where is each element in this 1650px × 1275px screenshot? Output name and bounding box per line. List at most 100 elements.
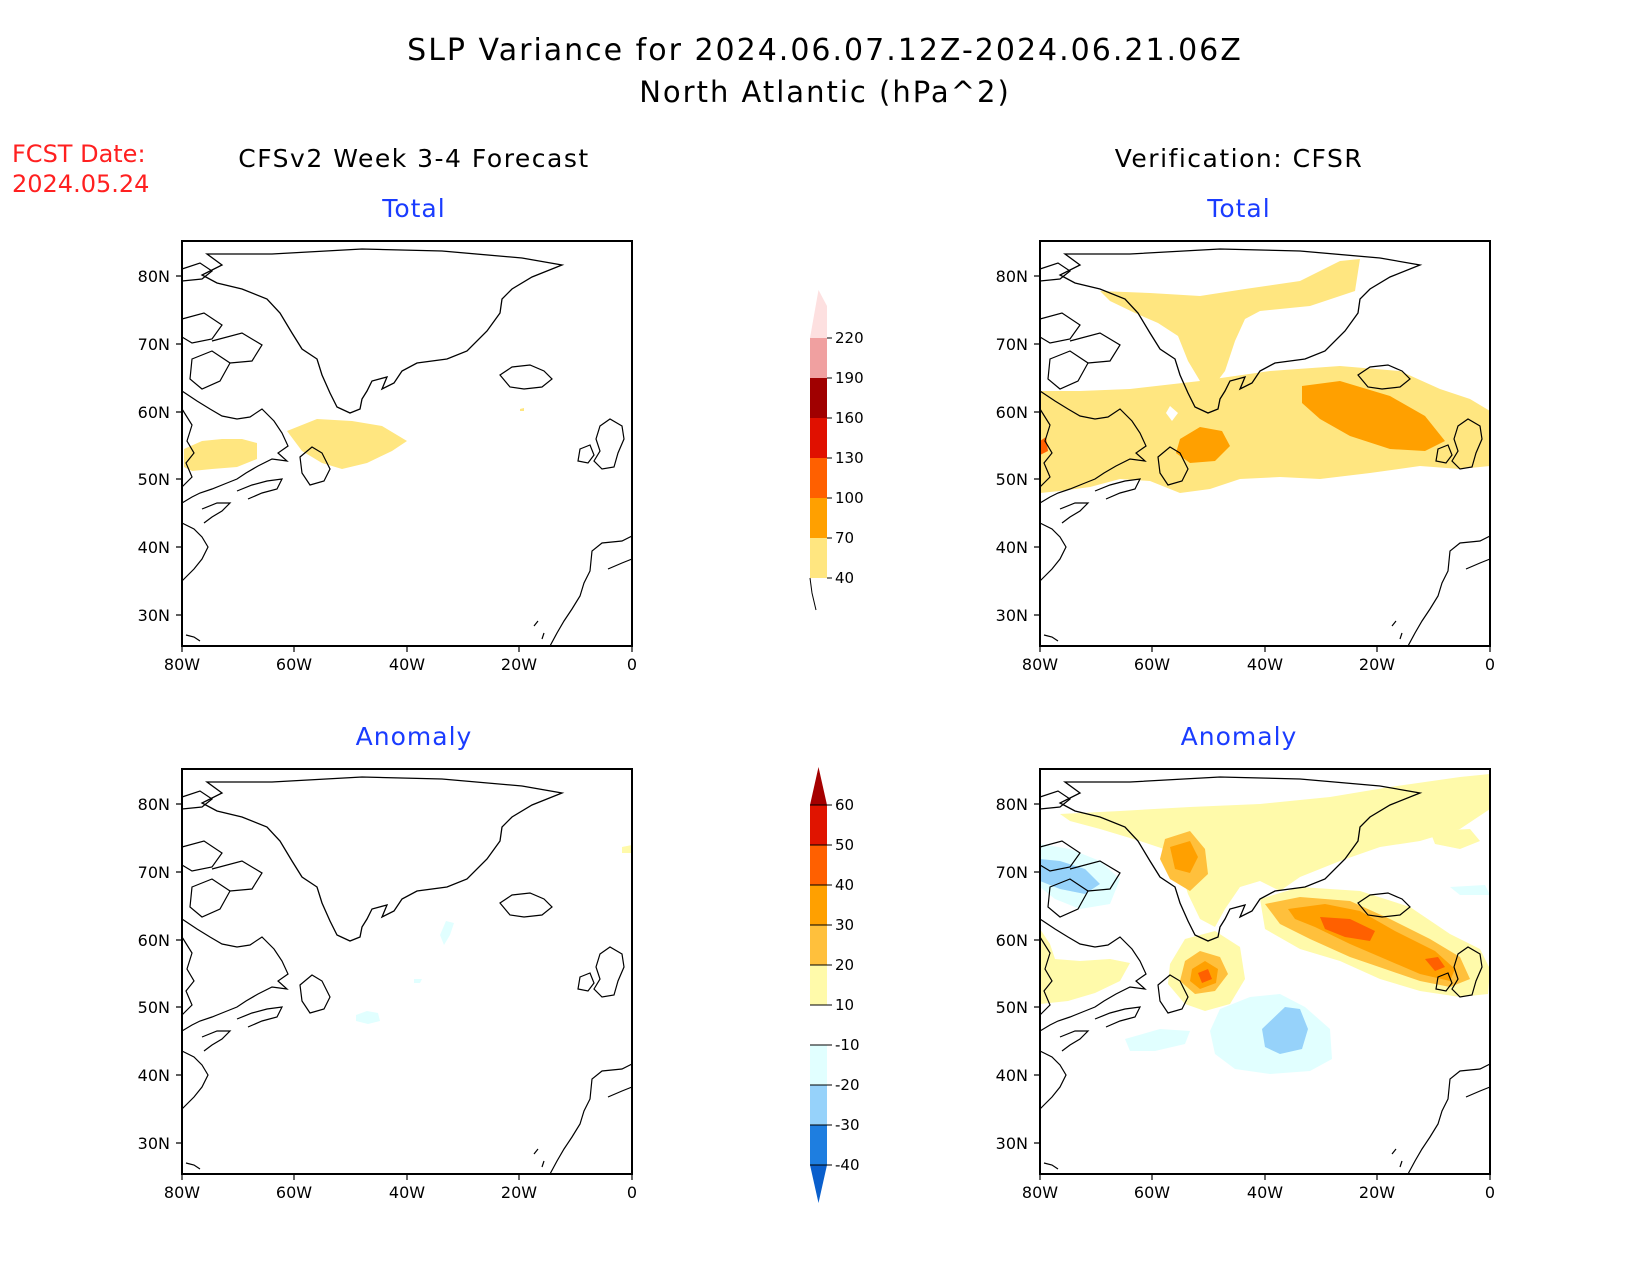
map-verification-anomaly [1039,768,1491,1175]
lon-label: 80W [1022,1183,1058,1202]
lat-label: 30N [996,606,1028,625]
lat-label: 70N [138,863,170,882]
colorbar-tail [809,577,817,611]
panel-title-forecast-total: Total [381,194,445,223]
colorbar-label: 10 [835,996,854,1014]
colorbar-box [810,925,827,965]
lon-labels-verification-anomaly: 80W 60W 40W 20W 0 [1022,1183,1495,1202]
lon-label: 60W [1134,1183,1170,1202]
total-colorbar-labels: 40 70 100 130 160 190 220 [827,329,864,587]
colorbar-label: 30 [835,916,854,934]
lat-label: 30N [996,1134,1028,1153]
lon-labels-verification-total: 80W 60W 40W 20W 0 [1022,655,1495,674]
map-forecast-anomaly [181,768,633,1175]
lat-label: 30N [138,1134,170,1153]
panel-title-verification-total: Total [1206,194,1270,223]
colorbar-box [810,378,827,418]
map-forecast-total [181,240,633,647]
lon-label: 80W [164,1183,200,1202]
lat-label: 40N [996,1066,1028,1085]
anomaly-colorbar-labels: -40 -30 -20 -10 10 20 30 40 50 60 [810,796,860,1174]
lat-label: 50N [996,470,1028,489]
lon-label: 60W [276,1183,312,1202]
lon-label: 60W [276,655,312,674]
colorbar-box [810,498,827,538]
colorbar-label: 190 [835,369,864,387]
anomaly-colorbar-boxes [810,767,827,1203]
total-colorbar: 40 70 100 130 160 190 220 [809,290,864,611]
tick-marks [176,275,1491,1180]
colorbar-box [810,845,827,885]
figure-title-line2: North Atlantic (hPa^2) [639,75,1011,109]
colorbar-label: 40 [835,876,854,894]
colorbar-label: -30 [835,1116,860,1134]
figure-title-line1: SLP Variance for 2024.06.07.12Z-2024.06.… [407,33,1243,68]
colorbar-label: 130 [835,449,864,467]
colorbar-box [810,538,827,578]
lat-label: 50N [138,998,170,1017]
colorbar-box [810,965,827,1005]
colorbar-label: 100 [835,489,864,507]
lon-label: 20W [501,655,537,674]
lon-label: 20W [501,1183,537,1202]
colorbar-label: -20 [835,1076,860,1094]
lat-label: 70N [996,863,1028,882]
colorbar-box [810,1085,827,1125]
lat-label: 70N [996,335,1028,354]
colorbar-box [810,767,827,805]
lat-label: 60N [138,931,170,950]
lat-label: 80N [138,795,170,814]
lon-label: 40W [389,655,425,674]
lon-label: 80W [1022,655,1058,674]
lat-label: 30N [138,606,170,625]
colorbar-label: 160 [835,409,864,427]
colorbar-box [810,885,827,925]
colorbar-box [810,1165,827,1203]
colorbar-box [810,1125,827,1165]
colorbar-label: 220 [835,329,864,347]
panel-title-verification-anomaly: Anomaly [1181,722,1298,751]
lat-label: 80N [138,267,170,286]
colorbar-label: 70 [835,529,854,547]
lat-label: 50N [138,470,170,489]
colorbar-box [810,418,827,458]
map-verification-total [1039,240,1491,647]
lat-labels-forecast-total: 80N 70N 60N 50N 40N 30N [138,267,170,625]
colorbar-box [810,805,827,845]
lon-label: 0 [1485,655,1495,674]
colorbar-label: 20 [835,956,854,974]
colorbar-label: -10 [835,1036,860,1054]
lon-label: 0 [1485,1183,1495,1202]
colorbar-box [810,458,827,498]
fcst-date-label: FCST Date: [12,140,146,168]
lon-label: 0 [627,1183,637,1202]
column-title-verification: Verification: CFSR [1115,144,1363,173]
anomaly-colorbar: -40 -30 -20 -10 10 20 30 40 50 60 [810,767,860,1203]
colorbar-label: 50 [835,836,854,854]
lat-labels-verification-anomaly: 80N 70N 60N 50N 40N 30N [996,795,1028,1153]
colorbar-box [810,290,827,338]
lat-label: 80N [996,267,1028,286]
lon-label: 20W [1359,1183,1395,1202]
panel-title-forecast-anomaly: Anomaly [356,722,473,751]
lon-label: 40W [1247,655,1283,674]
colorbar-label: 60 [835,796,854,814]
lon-label: 40W [1247,1183,1283,1202]
lon-labels-forecast-anomaly: 80W 60W 40W 20W 0 [164,1183,637,1202]
fcst-date-value: 2024.05.24 [12,170,149,198]
lat-label: 60N [996,931,1028,950]
colorbar-box [810,338,827,378]
lat-label: 40N [996,538,1028,557]
lat-label: 60N [138,403,170,422]
lat-label: 60N [996,403,1028,422]
lon-labels-forecast-total: 80W 60W 40W 20W 0 [164,655,637,674]
lon-label: 40W [389,1183,425,1202]
lon-label: 20W [1359,655,1395,674]
colorbar-box [810,1005,827,1045]
colorbar-label: 40 [835,569,854,587]
total-colorbar-boxes [809,290,827,611]
lat-labels-forecast-anomaly: 80N 70N 60N 50N 40N 30N [138,795,170,1153]
lat-label: 80N [996,795,1028,814]
lat-label: 70N [138,335,170,354]
